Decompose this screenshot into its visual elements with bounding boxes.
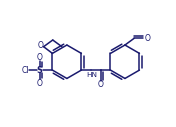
Text: Cl: Cl — [21, 66, 29, 75]
Text: O: O — [144, 34, 150, 43]
Text: O: O — [37, 53, 43, 62]
Text: HN: HN — [86, 72, 97, 78]
Text: O: O — [98, 80, 103, 89]
Text: S: S — [37, 66, 43, 75]
Text: O: O — [37, 41, 43, 50]
Text: O: O — [37, 79, 43, 88]
